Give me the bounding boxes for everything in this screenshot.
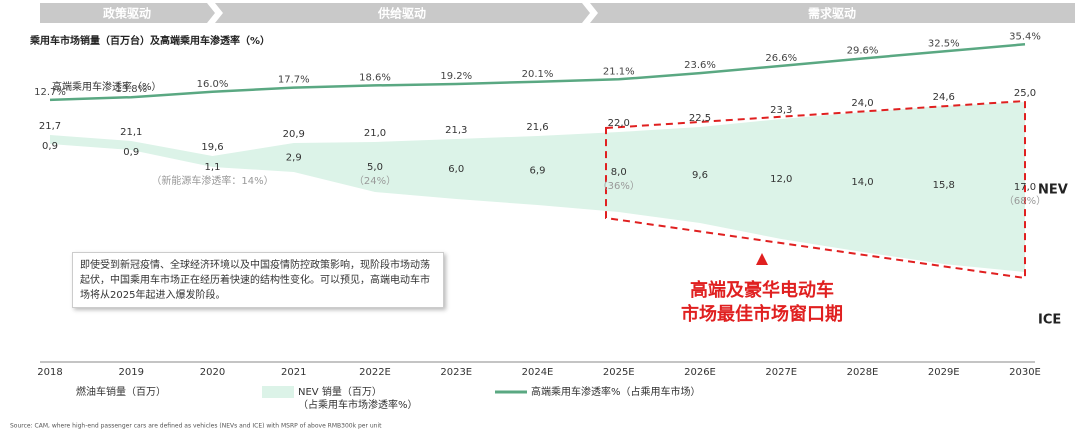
side-label: NEV (1038, 183, 1068, 198)
source: Source: CAM, where high-end passenger ca… (10, 423, 382, 430)
phase-banner (215, 3, 590, 23)
nev-label: 0,9 (42, 141, 58, 152)
nev-label: 17,0 (1014, 182, 1036, 193)
window-box (605, 99, 1026, 280)
total-label: 20,9 (283, 129, 305, 140)
nev-label: 14,0 (851, 177, 873, 188)
phase-label: 政策驱动 (103, 6, 151, 21)
legend-label: NEV 销量（百万）（占乘用车市场渗透率%） (298, 385, 418, 411)
x-tick-label: 2025E (603, 367, 635, 378)
nev-share-label: （68%） (1004, 195, 1046, 207)
nev-label: 8,0 (611, 167, 627, 178)
x-tick-label: 2020 (200, 367, 225, 378)
x-tick-label: 2023E (440, 367, 472, 378)
total-label: 24,0 (851, 98, 873, 109)
arrow-marker (756, 253, 768, 265)
nev-label: 9,6 (692, 170, 708, 181)
total-label: 22,0 (608, 118, 630, 129)
nev-label: 12,0 (770, 174, 792, 185)
nev-label: 1,1 (205, 162, 221, 173)
side-label: ICE (1038, 313, 1061, 328)
nev-label: 5,0 (367, 162, 383, 173)
nev-label: 2,9 (286, 153, 302, 164)
line-value-label: 26.6% (765, 53, 797, 64)
x-tick-label: 2027E (765, 367, 797, 378)
total-label: 21,6 (526, 122, 548, 133)
premium-share-line (49, 43, 1026, 102)
line-value-label: 13.8% (115, 84, 147, 95)
phase-label: 需求驱动 (808, 6, 856, 21)
phase-label: 供给驱动 (377, 6, 426, 21)
highlight-text: 高端及豪华电动车 (690, 279, 834, 301)
nev-share-label: （新能源车渗透率：14%） (151, 174, 273, 187)
line-value-label: 12.7% (34, 87, 66, 98)
total-label: 21,0 (364, 128, 386, 139)
total-label: 22,5 (689, 113, 711, 124)
total-label: 24,6 (933, 92, 955, 103)
chart-title: 乘用车市场销量（百万台）及高端乘用车渗透率（%） (29, 34, 270, 47)
highlight-text: 市场最佳市场窗口期 (681, 303, 843, 325)
legend-swatch (40, 386, 72, 398)
note-box: 即使受到新冠疫情、全球经济环境以及中国疫情防控政策影响，现阶段市场动荡起伏，中国… (72, 252, 444, 308)
total-label: 21,3 (445, 125, 467, 136)
line-value-label: 20.1% (522, 69, 554, 80)
x-tick-label: 2022E (359, 367, 391, 378)
total-label: 21,7 (39, 121, 61, 132)
legend-swatch (262, 386, 294, 398)
line-value-label: 17.7% (278, 75, 310, 86)
nev-label: 6,0 (448, 164, 464, 175)
x-tick-label: 2030E (1009, 367, 1041, 378)
nev-label: 6,9 (530, 166, 546, 177)
nev-share-label: （24%） (354, 175, 396, 187)
line-label: 高端乘用车渗透率（%） (52, 80, 162, 93)
phase-banner (590, 3, 1075, 23)
line-value-label: 18.6% (359, 72, 391, 83)
line-value-label: 19.2% (440, 71, 472, 82)
x-tick-label: 2021 (281, 367, 306, 378)
total-label: 25,0 (1014, 88, 1036, 99)
line-value-label: 32.5% (928, 38, 960, 49)
line-value-label: 29.6% (847, 45, 879, 56)
nev-label: 15,8 (933, 180, 955, 191)
line-value-label: 16.0% (197, 79, 229, 90)
total-label: 19,6 (201, 142, 223, 153)
nev-share-label: （36%） (598, 180, 640, 192)
line-value-label: 23.6% (684, 60, 716, 71)
legend-label: 燃油车销量（百万） (76, 385, 166, 398)
legend-label: 高端乘用车渗透率%（占乘用车市场） (531, 385, 701, 398)
total-label: 21,1 (120, 127, 142, 138)
x-tick-label: 2018 (37, 367, 62, 378)
nev-label: 0,9 (123, 147, 139, 158)
phase-banner (40, 3, 215, 23)
nev-area (50, 102, 1025, 272)
x-tick-label: 2028E (847, 367, 879, 378)
line-value-label: 21.1% (603, 66, 635, 77)
x-tick-label: 2019 (119, 367, 144, 378)
x-tick-label: 2029E (928, 367, 960, 378)
x-tick-label: 2024E (522, 367, 554, 378)
total-label: 23,3 (770, 105, 792, 116)
x-tick-label: 2026E (684, 367, 716, 378)
line-value-label: 35.4% (1009, 31, 1041, 42)
